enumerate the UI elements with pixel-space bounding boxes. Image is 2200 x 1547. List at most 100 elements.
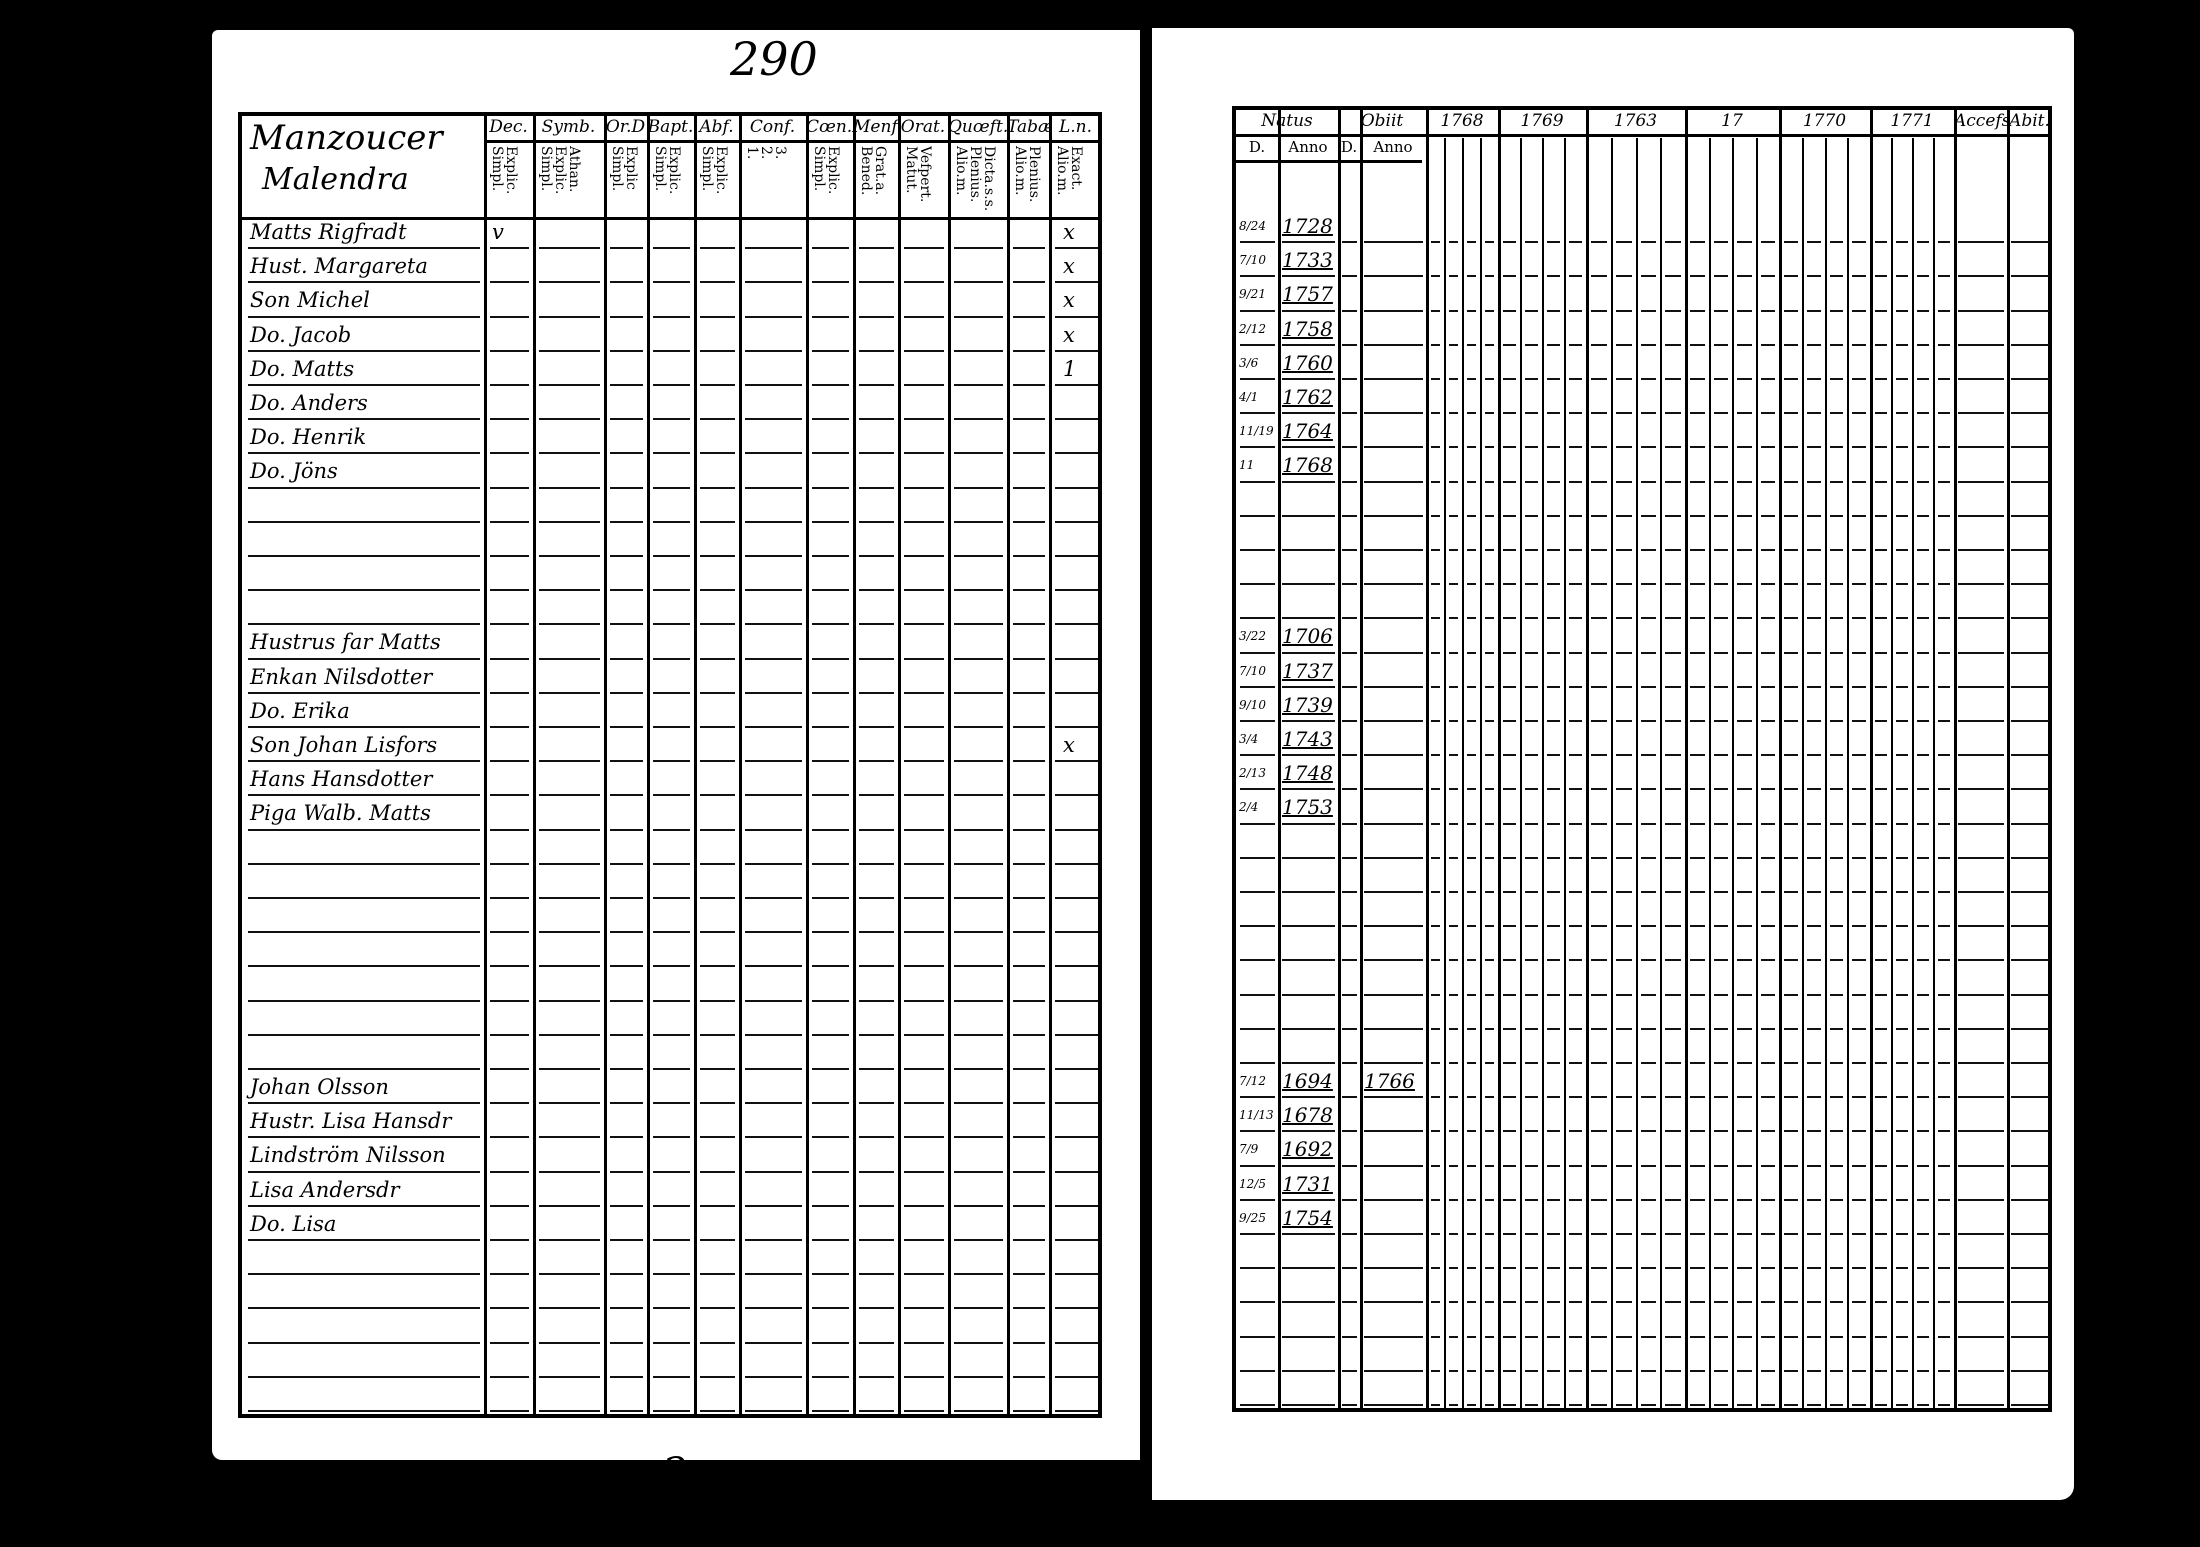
row-line bbox=[1784, 583, 1798, 586]
row-line bbox=[1737, 549, 1752, 551]
natus-day: 9/10 bbox=[1239, 697, 1266, 712]
row-line bbox=[1690, 1096, 1705, 1099]
row-line bbox=[1282, 1062, 1335, 1064]
row-line bbox=[1342, 514, 1357, 517]
row-line bbox=[1503, 856, 1516, 859]
row-line bbox=[1938, 549, 1950, 551]
row-line bbox=[2011, 959, 2049, 962]
row-line bbox=[1737, 1267, 1752, 1270]
row-line bbox=[1713, 583, 1728, 586]
row-line bbox=[1013, 349, 1045, 352]
row-line bbox=[1713, 343, 1728, 346]
row-line bbox=[1547, 1369, 1560, 1372]
row-line bbox=[1875, 275, 1887, 278]
row-line bbox=[1958, 959, 2004, 962]
row-line bbox=[1917, 1301, 1929, 1304]
row-line bbox=[1852, 959, 1866, 962]
row-line bbox=[954, 965, 1003, 968]
row-line bbox=[1737, 1301, 1752, 1304]
row-line bbox=[1569, 241, 1582, 244]
row-line bbox=[1784, 754, 1798, 757]
year-subcolumn-divider bbox=[1732, 138, 1734, 1408]
row-line bbox=[1364, 583, 1423, 586]
row-line bbox=[248, 999, 480, 1002]
row-line bbox=[1713, 891, 1728, 893]
row-line bbox=[954, 931, 1003, 934]
row-line bbox=[1665, 412, 1681, 415]
row-line bbox=[1240, 309, 1275, 312]
row-line bbox=[954, 486, 1003, 489]
row-line bbox=[1569, 617, 1582, 620]
row-line bbox=[1525, 1062, 1538, 1064]
row-line bbox=[653, 623, 690, 626]
row-line bbox=[1784, 343, 1798, 346]
row-line bbox=[1503, 309, 1516, 312]
row-line bbox=[1917, 1335, 1929, 1338]
row-line bbox=[1784, 720, 1798, 722]
row-line bbox=[1917, 1369, 1929, 1372]
row-line bbox=[1591, 788, 1607, 791]
row-line bbox=[1852, 685, 1866, 688]
row-line bbox=[1013, 418, 1045, 421]
row-line bbox=[745, 999, 802, 1002]
row-line bbox=[812, 726, 849, 728]
row-line bbox=[1282, 685, 1335, 688]
row-line bbox=[653, 452, 690, 455]
row-line bbox=[1503, 1096, 1516, 1099]
row-line bbox=[1875, 822, 1887, 825]
row-line bbox=[1364, 1062, 1423, 1064]
row-line bbox=[1665, 788, 1681, 791]
year-subcolumn-divider bbox=[1635, 138, 1638, 1408]
row-line bbox=[1525, 685, 1538, 688]
row-line bbox=[1282, 1301, 1335, 1304]
row-line bbox=[1875, 412, 1887, 415]
row-line bbox=[1784, 412, 1798, 415]
row-line bbox=[1737, 275, 1752, 278]
row-line bbox=[1640, 1267, 1657, 1270]
natus-day: 7/10 bbox=[1239, 663, 1266, 678]
row-line bbox=[1784, 1335, 1798, 1338]
row-line bbox=[610, 862, 643, 865]
row-line bbox=[2011, 754, 2049, 757]
row-line bbox=[1760, 514, 1775, 517]
row-line bbox=[1737, 412, 1752, 415]
row-line bbox=[1055, 315, 1098, 318]
row-line bbox=[1431, 754, 1440, 757]
row-line bbox=[1615, 822, 1632, 825]
row-line bbox=[1282, 754, 1335, 757]
row-line bbox=[1784, 309, 1798, 312]
row-line bbox=[1784, 685, 1798, 688]
row-line bbox=[1784, 514, 1798, 517]
row-line bbox=[539, 555, 600, 557]
row-line bbox=[1431, 1301, 1440, 1304]
row-line bbox=[1467, 275, 1476, 278]
row-line bbox=[1829, 583, 1844, 586]
row-line bbox=[1013, 1410, 1045, 1412]
row-line bbox=[1547, 480, 1560, 483]
row-line bbox=[1467, 446, 1476, 449]
row-line bbox=[248, 1033, 480, 1036]
row-line bbox=[1896, 1130, 1908, 1133]
row-line bbox=[904, 349, 944, 352]
row-line bbox=[1467, 378, 1476, 380]
row-line bbox=[1569, 275, 1582, 278]
row-line bbox=[1665, 1267, 1681, 1270]
row-line bbox=[1467, 1404, 1476, 1406]
row-line bbox=[1896, 754, 1908, 757]
row-line bbox=[1640, 309, 1657, 312]
row-line bbox=[2011, 617, 2049, 620]
row-line bbox=[1547, 685, 1560, 688]
row-line bbox=[1665, 1062, 1681, 1064]
column-header: Bapt. bbox=[647, 117, 694, 137]
row-line bbox=[1431, 959, 1440, 962]
row-line bbox=[1525, 1301, 1538, 1304]
row-line bbox=[1282, 1369, 1335, 1372]
row-line bbox=[1591, 856, 1607, 859]
row-line bbox=[1467, 514, 1476, 517]
row-line bbox=[1431, 446, 1440, 449]
row-line bbox=[1713, 1096, 1728, 1099]
ln-mark: x bbox=[1063, 220, 1075, 244]
row-line bbox=[1896, 514, 1908, 517]
person-name: Hans Hansdotter bbox=[250, 767, 433, 792]
row-line bbox=[1938, 856, 1950, 859]
